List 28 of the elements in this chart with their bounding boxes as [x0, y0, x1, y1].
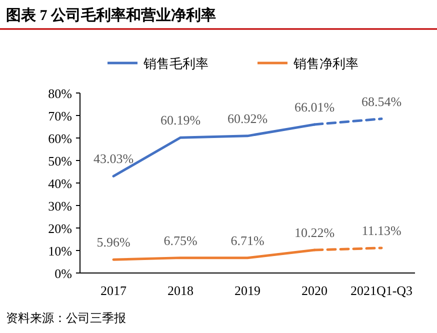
y-tick-label: 10% — [48, 244, 72, 258]
data-label: 60.19% — [160, 112, 201, 128]
y-tick-label: 70% — [48, 108, 72, 124]
data-label: 66.01% — [294, 99, 335, 114]
data-label: 10.22% — [294, 225, 335, 240]
legend-label: 销售净利率 — [292, 56, 358, 71]
y-tick-label: 40% — [48, 176, 72, 191]
x-tick-label: 2018 — [168, 283, 194, 298]
y-tick-label: 0% — [54, 266, 72, 281]
y-tick-label: 20% — [48, 221, 72, 236]
y-tick-label: 30% — [48, 198, 72, 214]
data-label: 68.54% — [361, 94, 402, 109]
data-label: 60.92% — [227, 110, 268, 126]
y-tick-label: 60% — [48, 131, 72, 146]
x-tick-label: 2021Q1-Q3 — [350, 283, 413, 298]
x-tick-label: 2020 — [302, 283, 328, 298]
text: 资料来源：公司三季报 — [6, 311, 126, 325]
y-tick-label: 80% — [48, 86, 72, 101]
legend-label: 销售毛利率 — [142, 56, 208, 71]
data-label: 5.96% — [96, 234, 130, 250]
data-label: 43.03% — [93, 151, 134, 166]
data-label: 11.13% — [362, 222, 402, 238]
x-tick-label: 2019 — [234, 283, 260, 298]
chart-title: 图表 7 公司毛利率和营业净利率 — [6, 6, 216, 24]
x-tick-label: 2017 — [100, 283, 127, 298]
data-label: 6.75% — [164, 232, 198, 248]
data-label: 6.71% — [230, 232, 264, 248]
y-tick-label: 50% — [48, 154, 72, 168]
